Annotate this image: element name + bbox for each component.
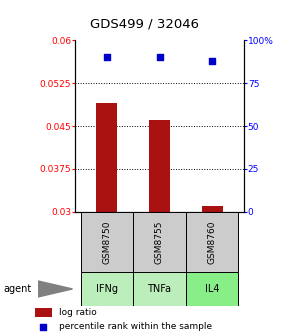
Polygon shape <box>38 281 72 297</box>
Text: GSM8750: GSM8750 <box>102 220 111 264</box>
Bar <box>133 272 186 306</box>
Text: GDS499 / 32046: GDS499 / 32046 <box>90 17 200 30</box>
Text: agent: agent <box>3 284 31 294</box>
Text: GSM8760: GSM8760 <box>208 220 217 264</box>
Bar <box>202 206 223 212</box>
Bar <box>186 272 238 306</box>
Bar <box>96 103 117 212</box>
Bar <box>81 212 133 272</box>
Text: log ratio: log ratio <box>59 308 97 317</box>
Point <box>105 55 109 60</box>
Point <box>157 55 162 60</box>
Text: TNFa: TNFa <box>148 284 171 294</box>
Point <box>41 324 46 329</box>
Bar <box>133 212 186 272</box>
Text: IL4: IL4 <box>205 284 219 294</box>
Text: IFNg: IFNg <box>96 284 118 294</box>
Text: GSM8755: GSM8755 <box>155 220 164 264</box>
Bar <box>149 120 170 212</box>
Point <box>210 58 214 64</box>
Bar <box>81 272 133 306</box>
Bar <box>186 212 238 272</box>
Text: percentile rank within the sample: percentile rank within the sample <box>59 322 212 331</box>
Bar <box>35 308 52 317</box>
